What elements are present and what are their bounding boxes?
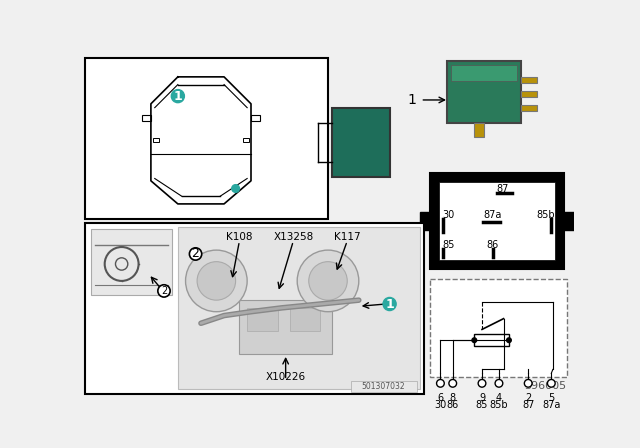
Circle shape <box>115 258 128 270</box>
Circle shape <box>308 262 348 300</box>
Circle shape <box>495 379 503 387</box>
Text: 396005: 396005 <box>525 381 566 391</box>
Circle shape <box>197 262 236 300</box>
Circle shape <box>105 247 139 281</box>
Text: 1: 1 <box>173 90 182 103</box>
Bar <box>239 300 332 354</box>
Bar <box>247 308 278 331</box>
Bar <box>429 279 566 377</box>
Text: 2: 2 <box>525 392 531 403</box>
Bar <box>243 138 249 142</box>
Circle shape <box>189 248 202 260</box>
Text: X10226: X10226 <box>266 372 306 382</box>
Circle shape <box>232 185 239 192</box>
Text: 9: 9 <box>479 392 485 403</box>
Bar <box>332 108 390 177</box>
Bar <box>564 211 573 230</box>
Circle shape <box>436 379 444 387</box>
Text: 86: 86 <box>486 240 499 250</box>
Bar <box>86 223 424 394</box>
Bar <box>520 77 538 83</box>
Bar <box>289 308 320 331</box>
Circle shape <box>472 338 477 343</box>
Text: 2: 2 <box>191 247 200 260</box>
Text: 6: 6 <box>437 392 444 403</box>
Circle shape <box>186 250 247 312</box>
Text: X13258: X13258 <box>273 233 314 242</box>
Circle shape <box>524 379 532 387</box>
Bar <box>439 182 555 260</box>
Text: 4: 4 <box>496 392 502 403</box>
Text: 2: 2 <box>161 286 167 296</box>
Bar <box>86 58 328 220</box>
Circle shape <box>547 379 555 387</box>
Circle shape <box>172 90 184 103</box>
Circle shape <box>507 338 511 343</box>
Text: 1: 1 <box>385 297 394 310</box>
Circle shape <box>158 285 170 297</box>
Bar <box>251 116 260 121</box>
Text: 8: 8 <box>450 392 456 403</box>
Text: 30: 30 <box>435 400 447 410</box>
Bar <box>91 229 172 295</box>
Text: 87: 87 <box>522 400 534 410</box>
Text: 85: 85 <box>442 240 454 250</box>
Text: 30: 30 <box>442 210 454 220</box>
Text: K108: K108 <box>226 233 253 242</box>
Circle shape <box>297 250 359 312</box>
Bar <box>429 173 564 269</box>
Bar <box>520 104 538 111</box>
Text: 87: 87 <box>497 184 509 194</box>
Text: 85: 85 <box>476 400 488 410</box>
Text: 87a: 87a <box>484 210 502 220</box>
Bar <box>153 138 159 142</box>
Bar <box>351 381 417 392</box>
Text: 5: 5 <box>548 392 554 403</box>
Text: 86: 86 <box>447 400 459 410</box>
Bar <box>474 123 484 137</box>
Text: 1: 1 <box>408 93 417 107</box>
Bar <box>474 334 509 346</box>
Bar <box>178 227 420 389</box>
Bar <box>520 90 538 97</box>
Bar <box>447 61 520 123</box>
Bar <box>141 116 151 121</box>
Circle shape <box>383 297 396 310</box>
Text: 87a: 87a <box>542 400 561 410</box>
Text: 85b: 85b <box>490 400 508 410</box>
Circle shape <box>449 379 456 387</box>
Bar <box>420 211 429 230</box>
Bar <box>451 65 516 81</box>
Text: 85b: 85b <box>536 210 556 220</box>
Text: 501307032: 501307032 <box>362 382 405 391</box>
Circle shape <box>478 379 486 387</box>
Text: K117: K117 <box>334 233 360 242</box>
